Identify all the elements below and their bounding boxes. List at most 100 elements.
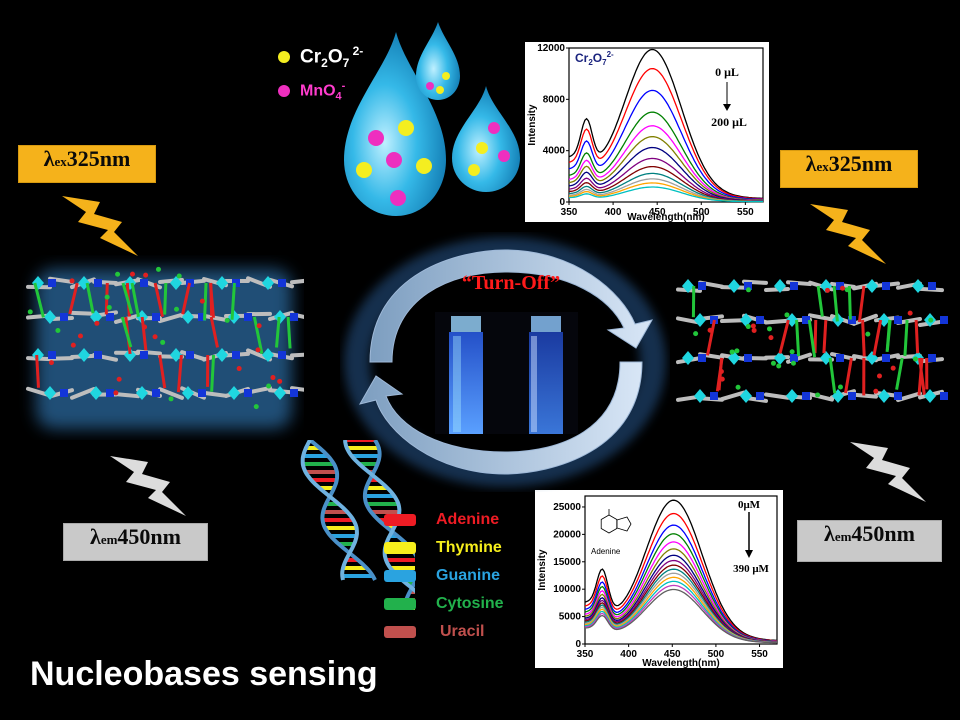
- linker-bond: [120, 316, 133, 348]
- y-axis-label: Intensity: [537, 549, 548, 591]
- oxygen-atom: [266, 383, 272, 389]
- nitrogen-site: [836, 354, 844, 362]
- linker-bond: [795, 319, 801, 357]
- metal-node: [262, 348, 274, 362]
- mof-framework-right: [676, 279, 948, 403]
- oxygen-atom: [693, 331, 699, 337]
- oxygen-atom: [253, 404, 259, 410]
- nitrogen-site: [232, 279, 240, 287]
- metal-node: [78, 348, 90, 362]
- nitrogen-site: [894, 316, 902, 324]
- nitrogen-site: [928, 282, 936, 290]
- x-tick-label: 500: [693, 207, 710, 218]
- nitrogen-site: [290, 313, 298, 321]
- y-tick-label: 0: [559, 197, 565, 208]
- oxygen-atom: [116, 376, 122, 382]
- spectrum-line: [568, 67, 764, 200]
- linker-bond: [822, 319, 828, 354]
- oxygen-atom: [873, 388, 879, 394]
- y-tick-label: 8000: [543, 94, 566, 105]
- excitation-label-left: λ ex 325nm: [18, 145, 156, 183]
- ligand-bond: [290, 278, 304, 285]
- nitrogen-site: [60, 313, 68, 321]
- nitrogen-site: [186, 351, 194, 359]
- nitrogen-site: [836, 282, 844, 290]
- spectrum-line: [568, 48, 763, 199]
- linker-bond: [35, 354, 41, 388]
- ligand-bond: [742, 279, 768, 285]
- adenine-chart-svg: 350 400 450 500 550 0 5000 10000 15000 20000 25000…: [537, 495, 778, 668]
- legend-item-thymine: Thymine: [384, 537, 502, 559]
- linker-bond: [68, 282, 79, 315]
- oxygen-atom: [745, 324, 751, 330]
- metal-node: [682, 279, 694, 293]
- nitrogen-site: [290, 389, 298, 397]
- linker-bond: [252, 316, 264, 354]
- linker-bond: [857, 285, 866, 323]
- linker-bond: [872, 319, 883, 356]
- annotation-end: 200 μL: [711, 115, 747, 129]
- oxygen-atom: [176, 273, 182, 279]
- nitrogen-site: [710, 392, 718, 400]
- legend-item-uracil: Uracil: [384, 621, 484, 643]
- oxygen-atom: [865, 331, 871, 337]
- dichromate-chart-svg: 350 400 450 500 550 0 4000 8000 12000 Wavelength(…: [527, 43, 764, 222]
- nitrogen-site: [790, 282, 798, 290]
- nitrogen-site: [198, 313, 206, 321]
- legend-item-cytosine: Cytosine: [384, 593, 504, 615]
- uracil-swatch: [384, 626, 416, 638]
- oxygen-atom: [69, 278, 75, 284]
- oxygen-atom: [768, 335, 774, 341]
- nitrogen-site: [106, 313, 114, 321]
- annotation-end: 390 μM: [733, 563, 769, 575]
- nitrogen-site: [894, 392, 902, 400]
- oxygen-atom: [168, 396, 174, 402]
- oxygen-atom: [907, 310, 913, 316]
- ligand-bond: [70, 310, 96, 316]
- spectrum-line: [568, 111, 763, 201]
- thymine-swatch: [384, 542, 416, 554]
- oxygen-atom: [707, 327, 713, 333]
- nitrogen-site: [848, 316, 856, 324]
- nitrogen-site: [802, 392, 810, 400]
- linker-bond: [33, 282, 45, 318]
- ligand-bond: [720, 318, 746, 324]
- oxygen-atom: [766, 326, 772, 332]
- oxygen-atom: [160, 339, 166, 345]
- oxygen-atom: [928, 317, 934, 323]
- oxygen-atom: [815, 392, 821, 398]
- x-tick-label: 350: [561, 207, 578, 218]
- oxygen-atom: [142, 324, 148, 330]
- dichromate-quenching-chart: 350 400 450 500 550 0 4000 8000 12000 Wavelength(…: [525, 42, 769, 222]
- x-tick-label: 550: [737, 207, 754, 218]
- linker-bond: [209, 316, 219, 348]
- ligand-bond: [764, 392, 790, 400]
- large-droplet-icon: [344, 32, 446, 216]
- helix-strand: [300, 440, 359, 581]
- ligand-bond: [158, 387, 184, 400]
- spectrum-line: [568, 89, 763, 200]
- y-tick-label: 0: [575, 639, 581, 650]
- oxygen-atom: [277, 378, 283, 384]
- spectrum-line: [569, 186, 763, 203]
- oxygen-atom: [224, 317, 230, 323]
- linker-bond: [895, 357, 904, 390]
- ligand-bond: [290, 386, 304, 392]
- oxygen-atom: [155, 266, 161, 272]
- oxygen-atom: [70, 342, 76, 348]
- linker-bond: [816, 285, 824, 317]
- linker-bond: [230, 282, 236, 320]
- x-tick-label: 400: [605, 207, 622, 218]
- page-title: Nucleobases sensing: [30, 655, 378, 693]
- emission-label-right: λ em 450nm: [797, 520, 942, 562]
- x-tick-label: 350: [577, 649, 594, 660]
- metal-node: [90, 310, 102, 324]
- metal-node: [694, 313, 706, 327]
- ion-legend-permanganate: MnO4-: [278, 76, 363, 106]
- linker-bond: [153, 282, 164, 318]
- adenine-structure-icon: [600, 509, 632, 534]
- nitrogen-site: [802, 316, 810, 324]
- annotation-start: 0 μL: [715, 65, 739, 79]
- oxygen-atom: [256, 323, 262, 329]
- nitrogen-site: [48, 351, 56, 359]
